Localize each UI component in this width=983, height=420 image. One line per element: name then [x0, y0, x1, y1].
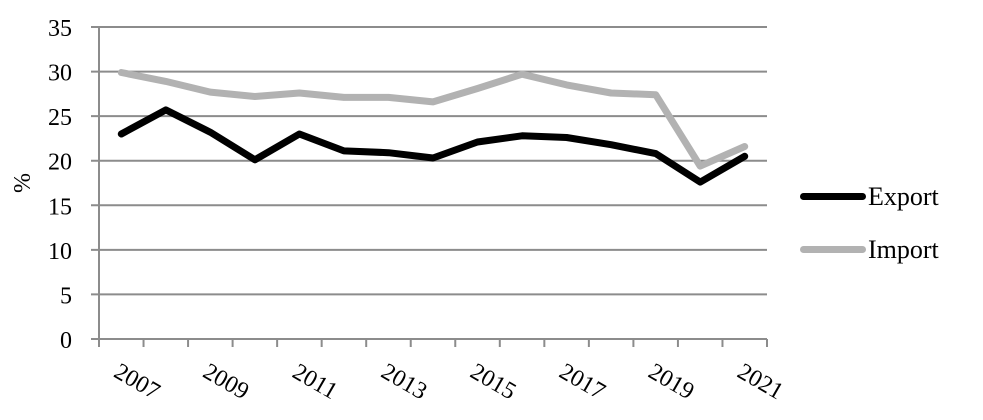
x-axis-tick-labels: 2007 2009 2011 2013 2015 2017 2019 2021: [109, 359, 787, 406]
gridlines: [91, 26, 767, 340]
y-tick-label: 10: [48, 239, 72, 265]
data-series: [117, 69, 749, 186]
y-tick-label: 25: [48, 105, 72, 131]
x-axis: [98, 27, 768, 347]
x-tick-label: 2009: [199, 359, 254, 406]
y-tick-label: 15: [48, 194, 72, 220]
series-line-import: [117, 69, 749, 170]
y-axis-label: %: [10, 173, 36, 193]
x-tick-label: 2013: [377, 359, 432, 406]
x-tick-label: 2015: [466, 359, 521, 406]
x-tick-label: 2019: [644, 359, 699, 406]
y-tick-label: 5: [60, 283, 72, 309]
legend-item-export: Export: [800, 170, 939, 223]
y-tick-label: 35: [48, 16, 72, 42]
x-tick-label: 2017: [555, 359, 610, 406]
y-tick-label: 20: [48, 150, 72, 176]
x-tick-label: 2011: [288, 359, 342, 405]
legend-swatch-export: [800, 193, 866, 200]
legend-label-import: Import: [868, 234, 939, 264]
x-tick-label: 2007: [109, 359, 164, 406]
legend: Export Import: [800, 170, 939, 276]
y-tick-label: 0: [60, 328, 72, 354]
legend-swatch-import: [800, 246, 866, 253]
x-tick-label: 2021: [733, 359, 788, 406]
legend-item-import: Import: [800, 223, 939, 276]
series-line-export: [117, 106, 749, 186]
legend-label-export: Export: [868, 181, 939, 211]
y-axis-tick-labels: 0 5 10 15 20 25 30 35: [48, 16, 72, 354]
y-tick-label: 30: [48, 61, 72, 87]
